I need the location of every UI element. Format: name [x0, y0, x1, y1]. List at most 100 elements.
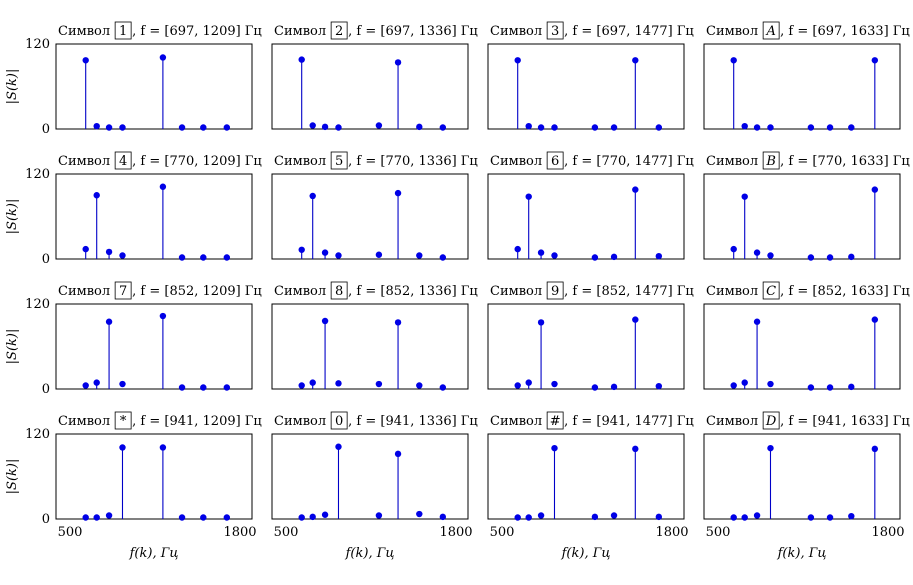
stem-marker — [871, 445, 879, 453]
subplot-16: Символ D, f = [941, 1633] Гц 500 1800 f(k), … — [703, 411, 910, 561]
title-frequency: , f = [941, 1209] Гц — [132, 414, 262, 429]
xtick-label: 1800 — [223, 525, 256, 540]
title-symbol: # — [550, 414, 561, 429]
stem-marker — [93, 192, 100, 199]
title-prefix: Символ — [274, 414, 326, 429]
y-axis-label: |S(k)| — [5, 329, 20, 365]
stem-marker — [223, 254, 231, 261]
axes-frame — [271, 303, 469, 390]
stem-marker — [439, 254, 447, 261]
title-frequency: , f = [770, 1209] Гц — [132, 154, 262, 169]
axes-frame — [271, 43, 469, 130]
subplot-1: Символ 1 , f = [697, 1209] Гц 120 0 |S(k)| — [5, 21, 262, 137]
stem-marker — [298, 514, 305, 521]
stem-marker — [105, 124, 113, 131]
title-symbol: 7 — [119, 284, 127, 299]
stem-marker — [753, 512, 761, 519]
title-symbol: 5 — [335, 154, 343, 169]
title-symbol: 0 — [335, 414, 343, 429]
stem-marker — [525, 514, 532, 521]
title-prefix: Символ — [706, 154, 758, 169]
stem-marker — [551, 252, 558, 259]
title-symbol: C — [766, 284, 776, 299]
title-prefix: Символ — [706, 414, 758, 429]
stem-marker — [848, 383, 855, 391]
stem-marker — [871, 316, 879, 323]
subplot-2: Символ 2 , f = [697, 1336] Гц — [271, 21, 478, 131]
symbol-box — [330, 21, 348, 40]
stem-marker — [375, 512, 383, 519]
ytick-label: 0 — [42, 512, 50, 527]
stem-marker — [439, 513, 447, 521]
stem-marker — [537, 249, 545, 256]
stem-marker — [525, 193, 532, 200]
stem-marker — [730, 382, 737, 389]
axes-frame — [271, 173, 469, 260]
stem-marker — [223, 384, 231, 391]
stem-marker — [767, 252, 774, 259]
axes-frame — [487, 433, 685, 520]
stem-marker — [807, 254, 815, 261]
title-frequency: , f = [697, 1209] Гц — [132, 24, 262, 39]
stem-marker — [655, 513, 663, 521]
stem-marker — [223, 514, 231, 521]
title-prefix: Символ — [706, 24, 758, 39]
ytick-label: 0 — [42, 122, 50, 137]
xtick-label: 500 — [274, 525, 299, 540]
stem-marker — [93, 379, 100, 386]
xtick-label: 500 — [706, 525, 731, 540]
stem-marker — [119, 252, 126, 259]
stem-marker — [394, 59, 402, 66]
axes-frame — [703, 433, 901, 520]
axes-frame — [487, 303, 685, 390]
title-prefix: Символ — [490, 284, 542, 299]
stem-marker — [730, 514, 737, 521]
stem-marker — [537, 319, 545, 326]
symbol-box — [546, 21, 564, 40]
y-axis-label: |S(k)| — [5, 459, 20, 495]
stem-marker — [375, 251, 383, 258]
stem-marker — [591, 124, 599, 131]
xtick-label: 500 — [58, 525, 83, 540]
stem-marker — [178, 254, 186, 261]
stem-marker — [514, 57, 521, 64]
stem-marker — [848, 124, 855, 131]
stem-marker — [82, 382, 89, 389]
stem-marker — [321, 249, 329, 256]
x-axis-label: f(k), Гц — [129, 546, 179, 561]
stem-marker — [321, 123, 329, 131]
stem-marker — [335, 380, 342, 387]
stem-marker — [591, 513, 599, 521]
stem-marker — [767, 124, 774, 131]
stem-marker — [298, 246, 305, 253]
subplot-3: Символ 3 , f = [697, 1477] Гц — [487, 21, 694, 131]
stem-marker — [591, 254, 599, 261]
axes-frame — [55, 303, 253, 390]
axes-frame — [703, 43, 901, 130]
stem-marker — [632, 445, 639, 453]
stem-marker — [525, 122, 532, 130]
title-frequency: , f = [697, 1477] Гц — [564, 24, 694, 39]
title-frequency: , f = [941, 1336] Гц — [348, 414, 478, 429]
title-prefix: Символ — [58, 154, 110, 169]
stem-marker — [826, 384, 834, 391]
stem-marker — [730, 57, 737, 64]
symbol-box — [762, 281, 780, 300]
symbol-box — [546, 151, 564, 170]
stem-marker — [741, 514, 748, 521]
stem-marker — [655, 124, 663, 131]
title-frequency: , f = [770, 1477] Гц — [564, 154, 694, 169]
stem-marker — [753, 124, 761, 131]
xtick-label: 1800 — [655, 525, 688, 540]
symbol-box — [330, 151, 348, 170]
title-frequency: , f = [941, 1477] Гц — [564, 414, 694, 429]
symbol-box — [114, 411, 132, 430]
stem-marker — [610, 124, 618, 131]
stem-marker — [159, 54, 167, 61]
title-prefix: Символ — [58, 414, 110, 429]
stem-marker — [730, 245, 737, 253]
stem-marker — [826, 124, 834, 131]
title-prefix: Символ — [274, 154, 326, 169]
title-prefix: Символ — [58, 24, 110, 39]
title-prefix: Символ — [274, 284, 326, 299]
